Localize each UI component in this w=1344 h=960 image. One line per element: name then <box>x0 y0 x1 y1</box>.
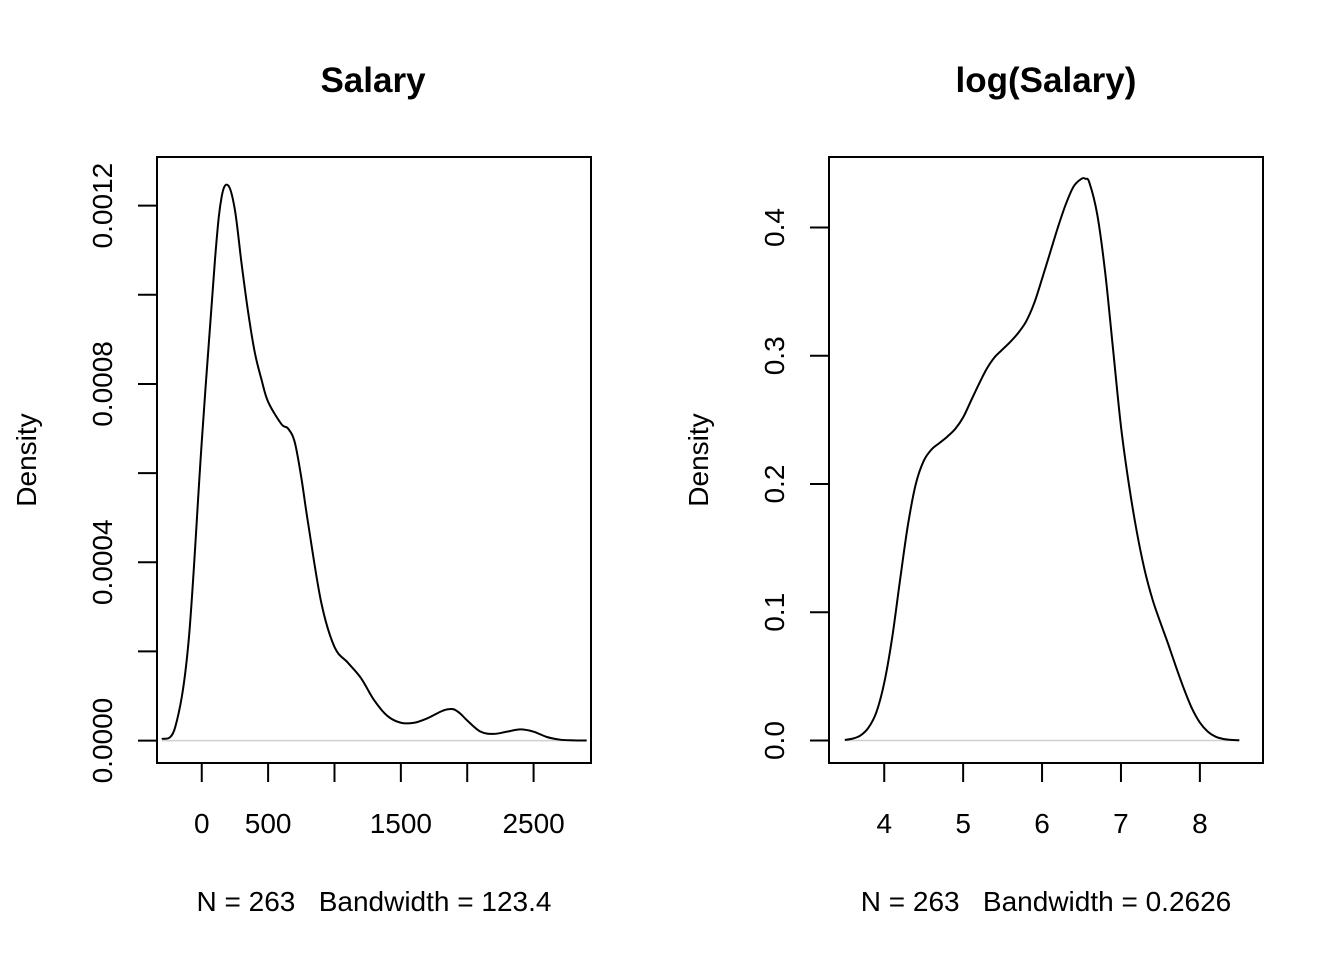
x-tick-label: 0 <box>194 808 210 839</box>
x-tick-label: 8 <box>1192 808 1208 839</box>
x-tick-label: 5 <box>955 808 971 839</box>
plot-frame <box>156 156 592 764</box>
y-tick-label: 0.0008 <box>87 341 118 427</box>
x-tick-label: 2500 <box>502 808 564 839</box>
x-tick-label: 7 <box>1113 808 1129 839</box>
plot-frame <box>828 156 1264 764</box>
density-curve <box>844 177 1240 742</box>
y-tick-label: 0.0 <box>759 721 790 760</box>
y-tick-label: 0.4 <box>759 208 790 247</box>
y-tick-label: 0.1 <box>759 593 790 632</box>
y-tick-label: 0.0000 <box>87 698 118 784</box>
y-axis-label: Density <box>683 413 714 506</box>
x-axis-label: N = 263 Bandwidth = 0.2626 <box>861 886 1232 917</box>
y-tick-label: 0.0004 <box>87 519 118 605</box>
salary-density-panel: Salary 0 500 1500 2500 0.00000.00040.00080.… <box>11 61 592 917</box>
y-tick-label: 0.2 <box>759 465 790 504</box>
y-axis: 0.0 0.1 0.2 0.3 0.4 <box>759 208 830 760</box>
x-tick-label: 1500 <box>370 808 432 839</box>
x-tick-label: 4 <box>876 808 892 839</box>
y-tick-label: 0.3 <box>759 336 790 375</box>
x-tick-label: 6 <box>1034 808 1050 839</box>
chart-title: log(Salary) <box>956 61 1137 100</box>
log-salary-density-panel: log(Salary) 4 5 6 7 8 0.0 0.1 0.2 0.3 0.4 N = 26… <box>683 61 1264 917</box>
y-tick-label: 0.0012 <box>87 163 118 249</box>
x-axis-label: N = 263 Bandwidth = 123.4 <box>197 886 552 917</box>
chart-title: Salary <box>320 61 426 100</box>
x-tick-label: 500 <box>245 808 292 839</box>
x-axis: 0 500 1500 2500 <box>194 762 565 839</box>
x-axis: 4 5 6 7 8 <box>876 762 1208 839</box>
density-curve <box>161 183 587 742</box>
y-axis: 0.0000 0.0004 0.0008 0.0012 <box>87 163 158 784</box>
y-axis-label: Density <box>11 413 42 506</box>
